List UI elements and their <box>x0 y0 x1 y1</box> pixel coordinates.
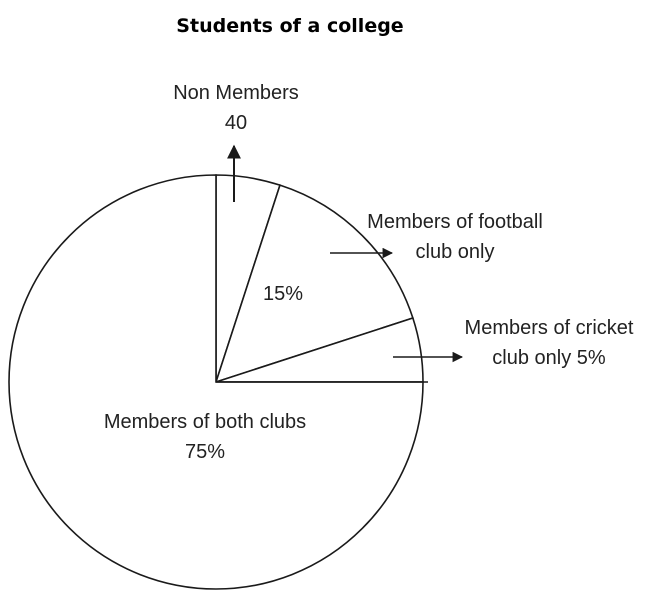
slice-label: Members of football club only <box>350 207 560 267</box>
slice-label: Members of both clubs 75% <box>55 407 355 467</box>
category-label: Non Members <box>173 82 299 104</box>
chart-title: Students of a college <box>176 15 403 37</box>
pie-slice <box>8 174 424 590</box>
value-label: 15% <box>262 283 304 305</box>
count-label: 40 <box>224 112 248 134</box>
value-label-box: 15% <box>233 279 333 309</box>
category-label: Members of cricket club only <box>464 317 634 369</box>
pie-slice <box>214 184 414 384</box>
pie <box>8 174 424 590</box>
labels: Non Members 40 Members of football club on… <box>55 78 652 467</box>
value-label-text: 15% <box>233 279 333 309</box>
value-label: 5% <box>576 347 606 369</box>
slice-label-text: Members of cricket club only 5% <box>446 313 652 373</box>
slice-label-text: Members of football club only <box>350 207 560 267</box>
slice-label: Non Members 40 <box>136 78 336 138</box>
slice-label-text: Non Members 40 <box>136 78 336 138</box>
value-label: 75% <box>184 441 226 463</box>
slice-label-text: Members of both clubs 75% <box>55 407 355 467</box>
slice-label: Members of cricket club only 5% <box>446 313 652 373</box>
category-label: Members of both clubs <box>103 411 307 433</box>
category-label: Members of football club only <box>367 211 543 263</box>
